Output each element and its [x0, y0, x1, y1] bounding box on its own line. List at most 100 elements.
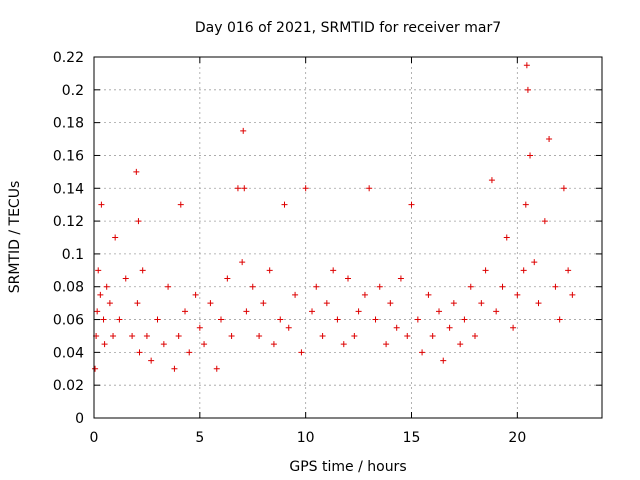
data-point — [116, 316, 123, 323]
data-point — [100, 316, 107, 323]
data-point — [345, 275, 351, 282]
data-point — [393, 324, 400, 331]
data-point — [228, 332, 235, 339]
data-point — [260, 300, 267, 307]
data-point — [148, 357, 155, 364]
data-point — [527, 152, 534, 159]
data-point — [192, 291, 199, 298]
y-tick-label: 0 — [75, 411, 84, 427]
data-point — [207, 300, 214, 307]
data-point — [201, 341, 208, 348]
data-point — [122, 275, 129, 282]
data-point — [440, 357, 447, 364]
data-point — [499, 283, 506, 290]
data-point — [429, 332, 436, 339]
y-tick-label: 0.2 — [62, 83, 84, 99]
data-point — [175, 332, 182, 339]
data-point — [408, 201, 415, 208]
data-point — [478, 300, 485, 307]
data-point — [520, 267, 527, 274]
data-point — [218, 316, 224, 323]
data-point — [213, 365, 220, 372]
data-point — [323, 300, 330, 307]
y-tick-label: 0.08 — [53, 280, 84, 296]
data-point — [240, 127, 247, 134]
data-point — [510, 324, 517, 331]
data-point — [270, 341, 277, 348]
data-point — [522, 201, 529, 208]
plot-frame — [93, 56, 603, 419]
y-tick-label: 0.18 — [53, 116, 84, 132]
y-tick-label: 0.06 — [53, 313, 84, 329]
data-point — [160, 341, 167, 348]
data-point — [135, 218, 142, 225]
x-tick-label: 20 — [508, 430, 526, 446]
data-point — [514, 291, 521, 298]
data-point — [309, 308, 316, 315]
data-point — [334, 316, 341, 323]
data-point — [281, 201, 288, 208]
data-point — [277, 316, 284, 323]
data-point — [92, 365, 99, 372]
data-point — [383, 341, 390, 348]
data-points — [92, 62, 576, 372]
data-point — [503, 234, 510, 241]
x-axis-label: GPS time / hours — [289, 459, 406, 475]
data-point — [355, 308, 362, 315]
data-point — [224, 275, 231, 282]
data-point — [133, 168, 140, 175]
data-point — [97, 291, 104, 298]
data-point — [523, 62, 530, 69]
data-point — [129, 332, 136, 339]
data-point — [171, 365, 178, 372]
data-point — [546, 136, 553, 143]
data-point — [560, 185, 567, 192]
data-point — [351, 332, 358, 339]
data-point — [340, 341, 347, 348]
data-point — [313, 283, 320, 290]
data-point — [446, 324, 453, 331]
data-point — [165, 283, 172, 290]
data-point — [249, 283, 256, 290]
data-point — [186, 349, 193, 356]
data-point — [524, 86, 531, 93]
data-point — [535, 300, 542, 307]
data-point — [319, 332, 326, 339]
y-tick-label: 0.04 — [53, 345, 84, 361]
data-point — [414, 316, 421, 323]
data-point — [143, 332, 150, 339]
data-point — [94, 308, 101, 315]
data-point — [112, 234, 119, 241]
gridlines — [94, 57, 602, 418]
data-point — [285, 324, 292, 331]
data-point — [457, 341, 464, 348]
data-point — [110, 332, 117, 339]
data-point — [387, 300, 394, 307]
data-point — [95, 267, 102, 274]
data-point — [241, 185, 248, 192]
x-tick-label: 0 — [90, 430, 99, 446]
y-tick-label: 0.1 — [62, 247, 84, 263]
y-tick-label: 0.22 — [53, 50, 84, 66]
data-point — [256, 332, 263, 339]
x-tick-label: 15 — [403, 430, 421, 446]
plot-area — [94, 57, 602, 418]
data-point — [467, 283, 474, 290]
data-point — [330, 267, 337, 274]
y-axis-label: SRMTID / TECUs — [7, 181, 23, 294]
data-point — [154, 316, 161, 323]
data-point — [136, 349, 143, 356]
data-point — [366, 185, 373, 192]
axis-ticks: 0 0.02 0.04 0.06 0.08 0.1 0.12 0.14 0.16 0.18 0.2 0… — [53, 50, 602, 446]
y-tick-label: 0.14 — [53, 181, 84, 197]
data-point — [177, 201, 184, 208]
data-point — [404, 332, 411, 339]
y-tick-label: 0.02 — [53, 378, 84, 394]
data-point — [569, 291, 576, 298]
data-point — [531, 259, 538, 266]
data-point — [292, 291, 299, 298]
y-tick-label: 0.12 — [53, 214, 84, 230]
data-point — [541, 218, 548, 225]
data-point — [98, 201, 105, 208]
